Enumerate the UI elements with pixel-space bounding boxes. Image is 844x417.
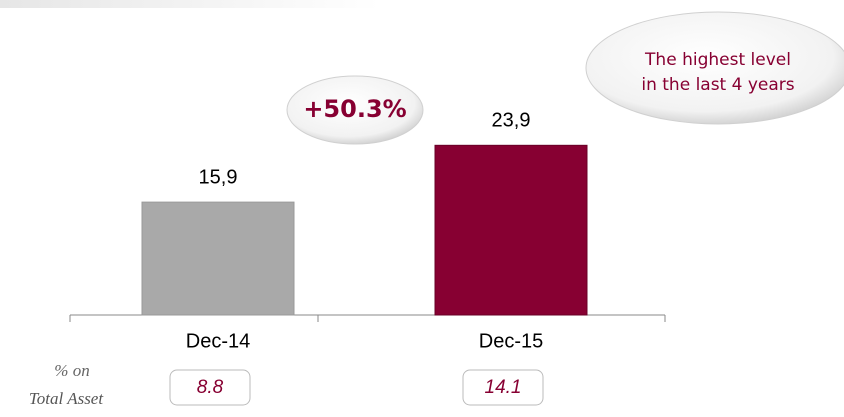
change-label: +50.3% bbox=[303, 95, 406, 123]
value-label: 15,9 bbox=[199, 166, 238, 188]
callout-bubble bbox=[585, 11, 844, 125]
ratio-value: 14.1 bbox=[485, 377, 522, 398]
ratio-box bbox=[169, 369, 251, 406]
value-label: 23,9 bbox=[492, 110, 531, 132]
ratio-title: Total Asset bbox=[29, 389, 104, 408]
change-bubble bbox=[286, 75, 424, 145]
ratio-value: 8.8 bbox=[197, 377, 224, 398]
callout-line: The highest level bbox=[644, 50, 791, 70]
x-tick-label: Dec-14 bbox=[186, 330, 250, 352]
bar bbox=[434, 144, 588, 316]
callout-line: in the last 4 years bbox=[641, 75, 794, 95]
ratio-title: % on bbox=[54, 361, 89, 380]
ratio-box bbox=[462, 369, 544, 406]
header-strip bbox=[0, 0, 380, 8]
x-tick-label: Dec-15 bbox=[479, 330, 543, 352]
bar bbox=[141, 201, 295, 316]
